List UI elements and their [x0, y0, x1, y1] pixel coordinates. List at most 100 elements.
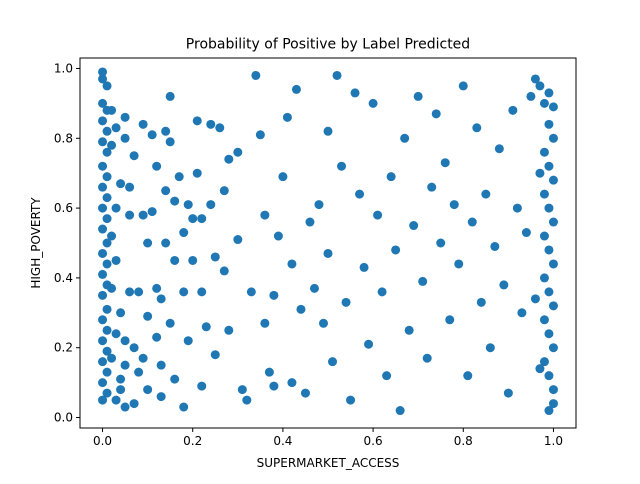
data-point: [107, 353, 117, 363]
data-point: [98, 74, 108, 84]
y-tick-label: 1.0: [54, 61, 73, 75]
data-point: [156, 360, 166, 370]
data-point: [548, 385, 558, 395]
data-point: [179, 402, 189, 412]
y-tick-label: 0.0: [54, 411, 73, 425]
data-point: [161, 126, 171, 136]
data-point: [544, 88, 554, 98]
y-axis: 0.0 0.2 0.4 0.6 0.8 1.0: [54, 61, 80, 425]
data-point: [125, 287, 135, 297]
x-tick-label: 0.8: [454, 434, 473, 448]
data-point: [129, 399, 139, 409]
data-point: [98, 137, 108, 147]
data-point: [494, 144, 504, 154]
data-point: [539, 315, 549, 325]
data-point: [188, 214, 198, 224]
data-point: [404, 325, 414, 335]
data-point: [111, 395, 121, 405]
data-point: [102, 304, 112, 314]
data-point: [539, 147, 549, 157]
data-point: [548, 102, 558, 112]
data-point: [323, 126, 333, 136]
data-point: [129, 151, 139, 161]
data-point: [152, 161, 162, 171]
data-point: [503, 388, 513, 398]
data-point: [107, 283, 117, 293]
data-point: [391, 245, 401, 255]
data-point: [535, 364, 545, 374]
data-point: [530, 74, 540, 84]
data-point: [98, 203, 108, 213]
data-point: [264, 367, 274, 377]
data-point: [165, 318, 175, 328]
data-point: [282, 112, 292, 122]
data-point: [291, 84, 301, 94]
data-point: [548, 301, 558, 311]
data-point: [535, 168, 545, 178]
data-point: [165, 137, 175, 147]
data-point: [120, 336, 130, 346]
data-point: [544, 287, 554, 297]
x-tick-label: 0.6: [364, 434, 383, 448]
data-point: [129, 343, 139, 353]
data-point: [539, 273, 549, 283]
data-point: [359, 262, 369, 272]
data-point: [210, 252, 220, 262]
data-point: [481, 189, 491, 199]
data-point: [246, 287, 256, 297]
data-point: [183, 200, 193, 210]
y-tick-label: 0.8: [54, 131, 73, 145]
data-point: [544, 203, 554, 213]
data-point: [111, 255, 121, 265]
data-point: [120, 402, 130, 412]
data-point: [278, 172, 288, 182]
data-point: [98, 224, 108, 234]
data-point: [219, 186, 229, 196]
data-point: [314, 200, 324, 210]
data-point: [269, 290, 279, 300]
data-point: [476, 297, 486, 307]
data-point: [161, 238, 171, 248]
data-point: [197, 287, 207, 297]
data-point: [183, 336, 193, 346]
data-point: [102, 126, 112, 136]
data-point: [300, 388, 310, 398]
y-tick-label: 0.2: [54, 341, 73, 355]
data-point: [508, 105, 518, 115]
data-point: [107, 231, 117, 241]
data-point: [485, 343, 495, 353]
data-point: [548, 259, 558, 269]
data-point: [98, 67, 108, 77]
data-point: [355, 189, 365, 199]
data-point: [260, 210, 270, 220]
x-tick-label: 0.2: [183, 434, 202, 448]
data-point: [548, 217, 558, 227]
data-point: [422, 353, 432, 363]
data-point: [458, 81, 468, 91]
data-point: [98, 336, 108, 346]
data-point: [134, 367, 144, 377]
x-tick-label: 0.0: [93, 434, 112, 448]
data-point: [544, 406, 554, 416]
data-point: [377, 287, 387, 297]
data-point: [102, 214, 112, 224]
data-point: [192, 116, 202, 126]
data-point: [400, 133, 410, 143]
data-point: [535, 81, 545, 91]
data-point: [120, 133, 130, 143]
data-point: [107, 140, 117, 150]
data-point: [539, 231, 549, 241]
data-point: [318, 318, 328, 328]
data-point: [386, 172, 396, 182]
data-point: [539, 98, 549, 108]
data-point: [499, 280, 509, 290]
data-point: [143, 311, 153, 321]
data-point: [544, 161, 554, 171]
data-point: [237, 385, 247, 395]
data-point: [116, 308, 126, 318]
data-point: [544, 245, 554, 255]
data-point: [210, 350, 220, 360]
data-point: [98, 98, 108, 108]
data-point: [530, 294, 540, 304]
